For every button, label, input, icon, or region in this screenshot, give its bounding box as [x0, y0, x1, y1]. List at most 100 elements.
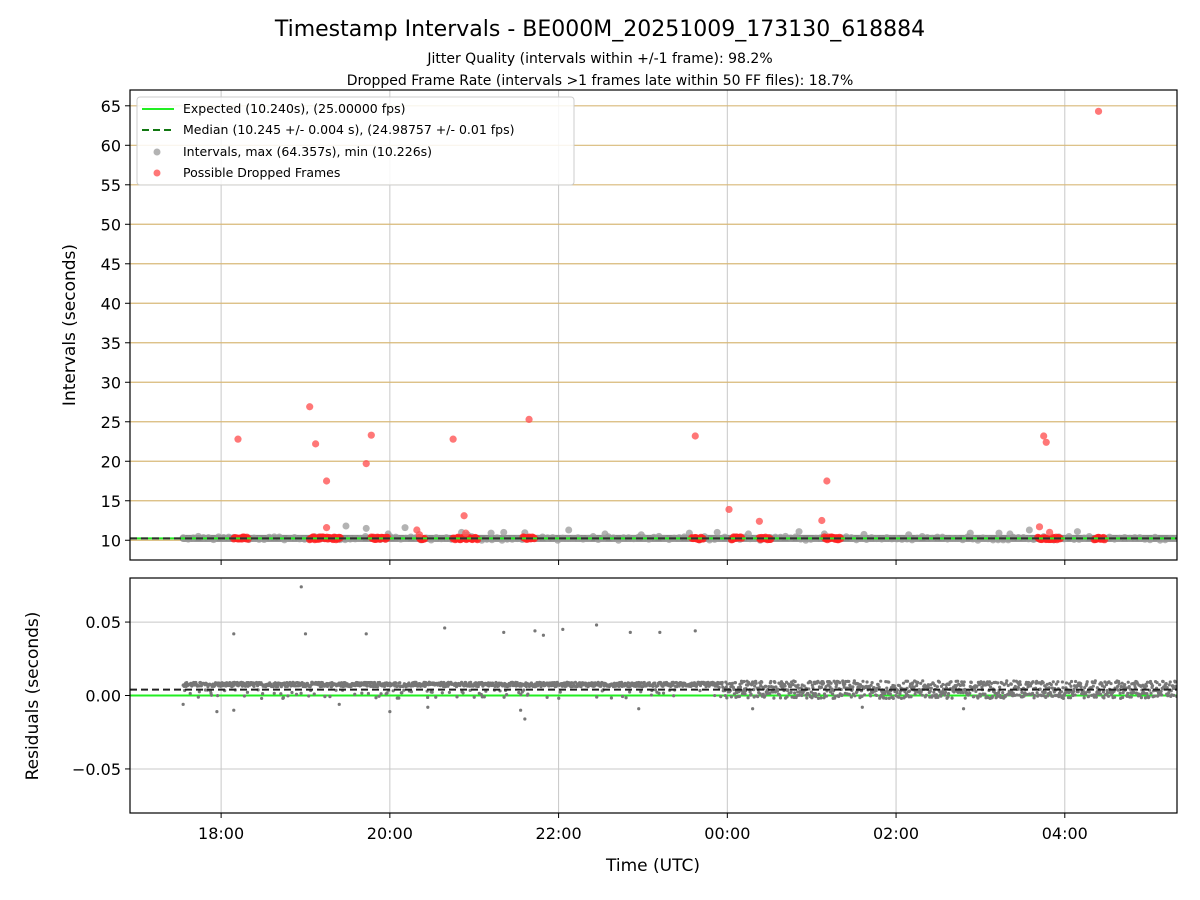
residual-point	[1016, 685, 1020, 689]
residual-point	[1082, 696, 1086, 700]
intervals-y-tick-label: 35	[101, 334, 121, 353]
residual-point	[502, 630, 506, 634]
residual-point	[882, 696, 886, 700]
residual-point	[637, 707, 641, 711]
residual-point	[805, 696, 809, 700]
residual-point	[261, 692, 265, 696]
residual-point	[868, 694, 873, 698]
residual-point	[1022, 694, 1026, 698]
residual-point	[185, 681, 189, 685]
residual-point	[1142, 691, 1147, 695]
residual-point	[841, 679, 845, 683]
residual-point	[215, 710, 219, 714]
residual-point	[737, 694, 742, 699]
residual-point	[299, 691, 303, 695]
residual-point	[998, 685, 1002, 689]
residual-point	[1025, 692, 1029, 697]
residual-point	[916, 680, 920, 684]
residual-point	[738, 685, 743, 689]
residual-point	[903, 694, 908, 699]
residual-point	[751, 707, 755, 711]
residual-point	[949, 680, 953, 684]
residual-point	[829, 681, 833, 685]
residual-point	[533, 629, 537, 633]
residual-point	[1094, 695, 1098, 699]
residual-point	[1165, 685, 1169, 690]
dropped-frame-point	[234, 435, 242, 443]
residual-point	[895, 691, 899, 695]
residual-point	[939, 694, 943, 698]
dropped-frame-point	[691, 432, 699, 440]
residual-point	[1147, 695, 1151, 699]
interval-point	[362, 524, 370, 532]
residual-point	[936, 695, 940, 700]
residual-point	[1067, 682, 1072, 686]
residual-point	[1103, 680, 1107, 684]
residual-point	[545, 695, 549, 700]
residual-point	[978, 694, 983, 698]
legend-intervals-label: Intervals, max (64.357s), min (10.226s)	[183, 144, 432, 159]
x-axis-label: Time (UTC)	[605, 856, 700, 876]
residual-point	[811, 686, 815, 690]
residual-point	[1030, 691, 1035, 696]
dropped-frame-point	[322, 524, 331, 532]
residual-point	[778, 696, 783, 700]
residual-point	[717, 685, 721, 689]
residual-point	[891, 696, 895, 700]
residuals-x-ticks: 18:00 20:00 22:00 00:00 02:00 04:00	[198, 813, 1088, 843]
residual-point	[1101, 690, 1106, 694]
residual-point	[328, 695, 332, 699]
residual-point	[609, 696, 614, 700]
interval-point	[565, 526, 573, 534]
residual-point	[482, 695, 486, 699]
residual-point	[1102, 696, 1106, 700]
residual-point	[767, 685, 771, 689]
residual-point	[360, 691, 364, 695]
legend-dropped-marker	[153, 169, 161, 177]
residual-point	[912, 685, 916, 689]
residual-point	[1071, 689, 1076, 694]
residual-point	[469, 680, 473, 684]
residual-point	[561, 627, 565, 632]
residual-point	[595, 695, 599, 699]
dropped-frame-point	[818, 516, 826, 525]
x-tick-label: 22:00	[536, 824, 582, 843]
residual-point	[797, 686, 801, 690]
residual-point	[522, 688, 526, 692]
residual-point	[743, 692, 747, 696]
residual-point	[657, 691, 661, 695]
dropped-frame-point	[755, 517, 763, 525]
residual-point	[472, 695, 476, 699]
interval-point	[487, 529, 495, 537]
x-tick-label: 18:00	[198, 824, 244, 843]
residual-point	[941, 682, 945, 687]
residual-point	[365, 684, 370, 688]
residual-point	[858, 683, 863, 687]
residual-point	[961, 707, 966, 711]
residual-point	[375, 684, 380, 689]
residual-point	[639, 690, 643, 694]
residual-point	[915, 683, 919, 688]
residual-point	[181, 702, 185, 706]
residual-point	[286, 694, 290, 698]
residual-point	[402, 688, 406, 692]
residual-point	[885, 686, 889, 690]
residual-point	[1155, 681, 1159, 685]
residual-point	[188, 691, 192, 696]
dropped-frame-point	[1094, 107, 1103, 115]
interval-point	[966, 529, 974, 537]
residual-point	[653, 688, 658, 692]
residual-point	[793, 679, 797, 684]
residual-point	[430, 690, 434, 694]
residual-point	[299, 585, 303, 589]
residual-point	[1045, 682, 1049, 686]
residual-point	[1117, 682, 1121, 686]
residual-point	[1152, 694, 1157, 698]
residual-point	[1085, 680, 1089, 684]
residual-point	[1159, 689, 1163, 693]
residual-point	[312, 692, 316, 696]
residual-point	[1105, 691, 1110, 695]
residual-point	[719, 695, 723, 699]
dropped-frame-point	[415, 531, 423, 539]
intervals-y-tick-label: 15	[101, 492, 121, 511]
